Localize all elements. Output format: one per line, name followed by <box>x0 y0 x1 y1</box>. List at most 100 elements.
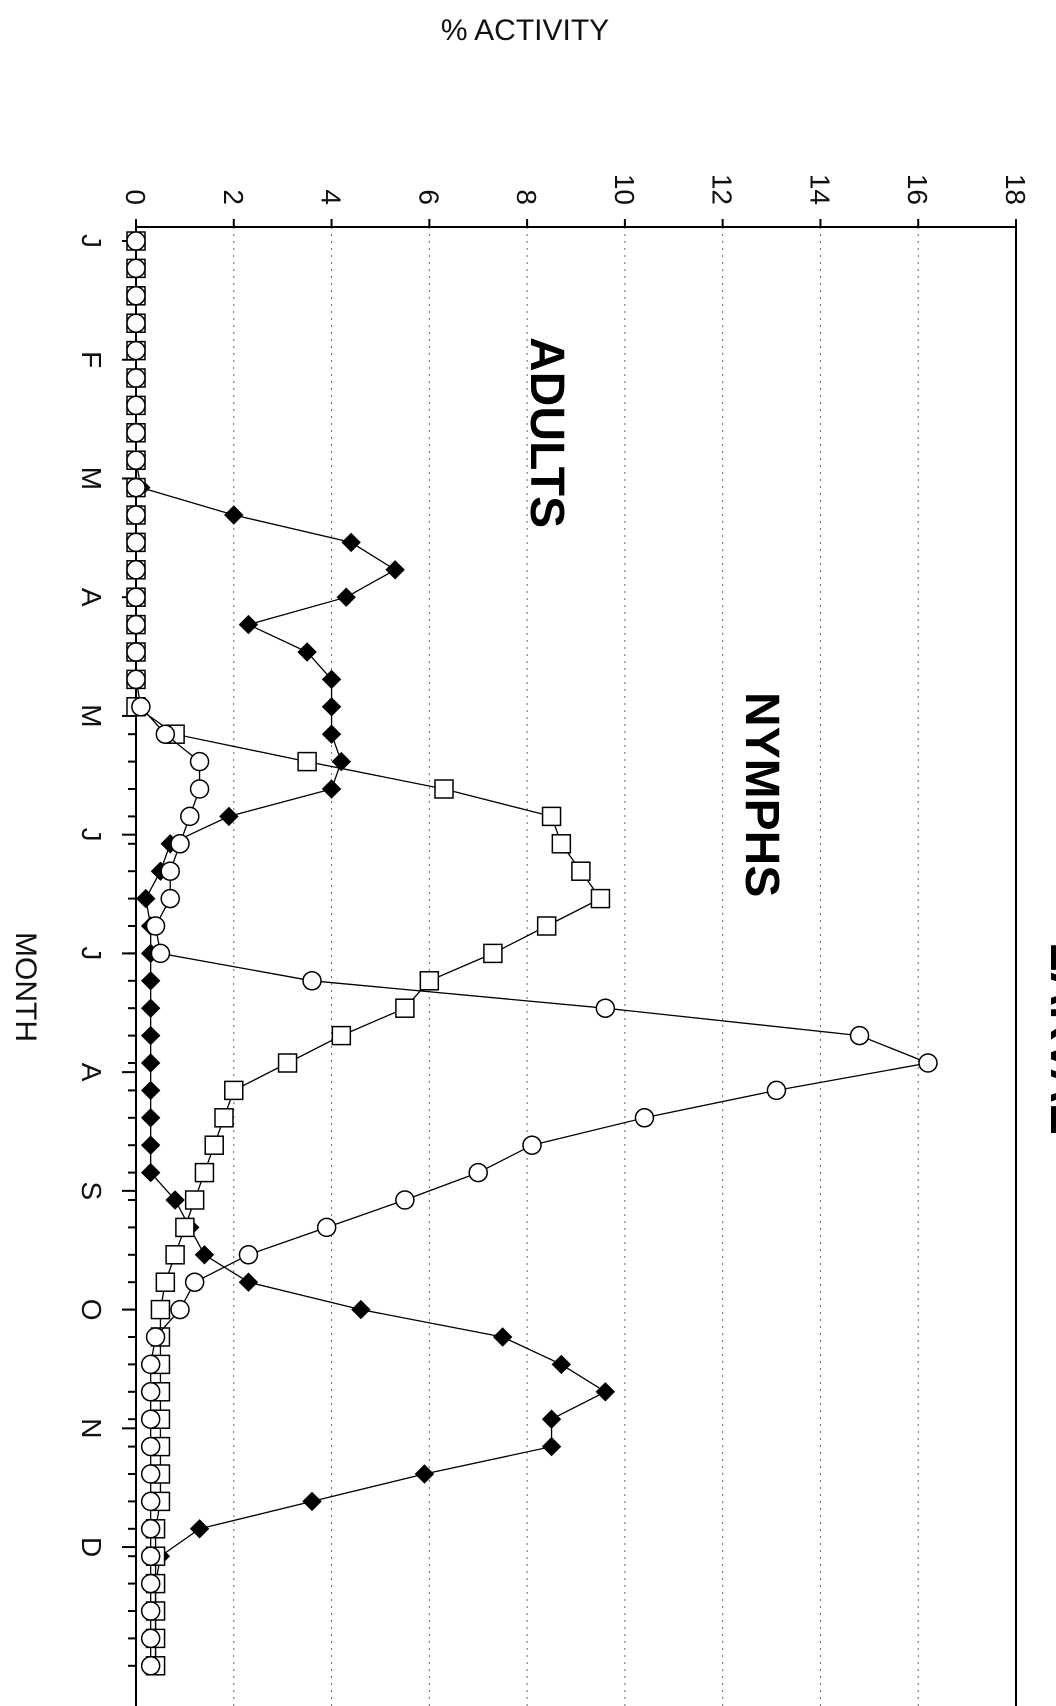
data-point-adults <box>321 697 342 717</box>
data-point-larvae <box>160 861 180 881</box>
data-point-nymphs <box>434 779 454 799</box>
data-point-larvae <box>184 1272 205 1292</box>
data-point-adults <box>189 1519 210 1539</box>
data-point-adults <box>140 971 161 991</box>
y-tick-label-8: 8 <box>511 189 542 205</box>
data-point-adults <box>194 1245 215 1265</box>
data-point-adults <box>414 1464 435 1484</box>
data-point-larvae <box>140 1546 161 1566</box>
data-point-adults <box>165 1190 185 1210</box>
data-point-adults <box>140 1080 161 1101</box>
data-point-larvae <box>131 697 151 717</box>
x-month-label-10: N <box>76 1418 107 1438</box>
data-point-larvae <box>180 806 200 827</box>
data-point-adults <box>238 614 259 635</box>
x-month-label-5: J <box>76 828 107 842</box>
data-point-adults <box>140 1135 161 1155</box>
data-point-nymphs <box>165 1245 185 1265</box>
data-point-nymphs <box>194 1162 215 1183</box>
data-point-adults <box>136 888 156 909</box>
data-point-larvae <box>189 751 210 772</box>
data-point-nymphs <box>331 1025 352 1046</box>
x-month-label-0: J <box>76 234 107 248</box>
data-point-larvae <box>145 916 166 936</box>
data-point-larvae <box>918 1053 938 1073</box>
y-tick-label-6: 6 <box>413 189 444 205</box>
data-point-larvae <box>126 395 146 416</box>
data-point-larvae <box>126 231 146 251</box>
data-point-larvae <box>522 1135 542 1155</box>
data-point-nymphs <box>150 1299 171 1320</box>
data-point-larvae <box>126 642 146 662</box>
data-point-larvae <box>395 1190 415 1210</box>
data-point-larvae <box>140 1628 161 1649</box>
x-month-label-4: M <box>76 704 107 727</box>
data-point-larvae <box>126 560 146 580</box>
data-point-adults <box>238 1272 259 1292</box>
data-point-larvae <box>316 1217 337 1238</box>
data-point-larvae <box>126 505 146 525</box>
data-point-larvae <box>849 1025 870 1046</box>
data-point-larvae <box>145 1327 166 1347</box>
data-point-larvae <box>126 340 146 361</box>
data-point-nymphs <box>204 1135 224 1155</box>
x-axis-title: MONTH <box>9 932 42 1042</box>
data-point-larvae <box>126 368 146 388</box>
data-point-adults <box>219 806 239 827</box>
data-point-nymphs <box>297 751 317 772</box>
y-tick-label-18: 18 <box>1000 174 1031 205</box>
x-month-label-11: D <box>76 1537 107 1557</box>
data-point-adults <box>541 1409 562 1429</box>
data-point-larvae <box>126 313 146 333</box>
data-point-larvae <box>140 1519 161 1539</box>
data-point-adults <box>302 1491 322 1512</box>
data-point-adults <box>321 779 342 799</box>
data-point-adults <box>140 1108 161 1128</box>
x-month-label-9: O <box>76 1299 107 1321</box>
data-point-nymphs <box>175 1217 195 1238</box>
data-point-larvae <box>140 1601 161 1621</box>
data-point-adults <box>140 1025 161 1046</box>
data-point-adults <box>551 1354 572 1375</box>
x-month-label-6: J <box>76 946 107 960</box>
data-point-adults <box>341 532 361 553</box>
series-label-larvae: LARVAE <box>1040 942 1056 1135</box>
data-point-adults <box>224 505 244 525</box>
data-point-larvae <box>140 1464 161 1484</box>
data-point-nymphs <box>571 861 591 881</box>
data-point-larvae <box>150 943 171 964</box>
data-point-larvae <box>140 1491 161 1512</box>
data-point-nymphs <box>155 1272 176 1292</box>
data-point-larvae <box>140 1573 161 1594</box>
data-point-adults <box>321 724 342 744</box>
data-point-adults <box>321 669 342 690</box>
data-point-larvae <box>126 423 146 443</box>
series-label-adults: ADULTS <box>520 337 573 528</box>
data-point-larvae <box>126 669 146 690</box>
data-point-larvae <box>595 998 616 1018</box>
data-point-nymphs <box>551 834 572 854</box>
data-point-larvae <box>126 587 146 607</box>
data-point-larvae <box>302 971 322 991</box>
data-point-nymphs <box>184 1190 205 1210</box>
data-point-adults <box>492 1327 513 1347</box>
data-point-larvae <box>140 1354 161 1375</box>
y-tick-label-2: 2 <box>218 189 249 205</box>
data-point-larvae <box>170 1299 190 1320</box>
x-month-label-7: A <box>76 1063 107 1082</box>
data-point-nymphs <box>277 1053 298 1073</box>
data-point-adults <box>297 642 317 662</box>
y-tick-label-12: 12 <box>707 174 738 205</box>
y-tick-label-0: 0 <box>120 189 151 205</box>
x-month-label-2: M <box>76 467 107 490</box>
series-label-nymphs: NYMPHS <box>735 692 788 897</box>
x-month-label-3: A <box>76 588 107 607</box>
data-point-adults <box>140 1053 161 1073</box>
data-point-larvae <box>140 1382 161 1402</box>
data-point-nymphs <box>541 806 562 827</box>
data-point-adults <box>595 1382 616 1402</box>
x-month-label-1: F <box>76 351 107 368</box>
data-point-larvae <box>126 258 146 279</box>
data-point-adults <box>541 1436 562 1457</box>
